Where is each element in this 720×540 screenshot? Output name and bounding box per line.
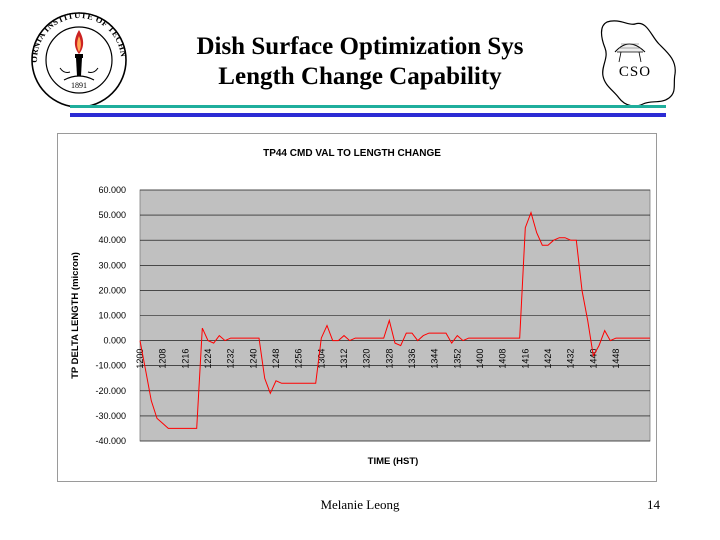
- x-tick-label: 1312: [339, 349, 349, 369]
- x-tick-label: 1200: [135, 349, 145, 369]
- x-tick-label: 1424: [543, 349, 553, 369]
- y-tick-label: -20.000: [95, 386, 126, 396]
- y-tick-label: 0.000: [103, 336, 126, 346]
- x-tick-label: 1320: [362, 349, 372, 369]
- chart-title: TP44 CMD VAL TO LENGTH CHANGE: [263, 148, 441, 159]
- slide-title: Dish Surface Optimization Sys Length Cha…: [150, 32, 570, 92]
- seal-year: 1891: [71, 81, 87, 90]
- x-tick-label: 1344: [430, 349, 440, 369]
- footer-author: Melanie Leong: [320, 497, 400, 512]
- chart-frame: TP44 CMD VAL TO LENGTH CHANGE 60.000 50.0…: [57, 133, 657, 482]
- x-tick-label: 1248: [271, 349, 281, 369]
- x-tick-label: 1208: [158, 349, 168, 369]
- x-tick-label: 1328: [384, 349, 394, 369]
- y-tick-label: -10.000: [95, 361, 126, 371]
- x-tick-label: 1440: [588, 349, 598, 369]
- y-axis-tick-labels: 60.000 50.000 40.000 30.000 20.000 10.000 0.00…: [95, 185, 126, 446]
- page-number: 14: [647, 497, 660, 512]
- x-tick-label: 1416: [520, 349, 530, 369]
- x-axis-tick-labels: 1200 1208 1216 1224 1232 1240 1248 1256 1304 1312…: [135, 349, 621, 369]
- x-tick-label: 1352: [452, 349, 462, 369]
- x-tick-label: 1256: [294, 349, 304, 369]
- y-tick-label: -40.000: [95, 436, 126, 446]
- x-tick-label: 1432: [566, 349, 576, 369]
- x-tick-label: 1224: [203, 349, 213, 369]
- x-tick-label: 1232: [226, 349, 236, 369]
- cso-text: CSO: [619, 64, 651, 80]
- title-line-2: Length Change Capability: [218, 63, 502, 90]
- y-tick-label: 50.000: [98, 210, 126, 220]
- x-tick-label: 1304: [316, 349, 326, 369]
- y-tick-label: 10.000: [98, 311, 126, 321]
- x-tick-label: 1408: [498, 349, 508, 369]
- caltech-seal-icon: CALIFORNIA INSTITUTE OF TECHNOLOGY 1891: [20, 8, 129, 108]
- x-tick-label: 1448: [611, 349, 621, 369]
- y-tick-label: 60.000: [98, 185, 126, 195]
- x-tick-label: 1336: [407, 349, 417, 369]
- title-rule-blue: [70, 113, 666, 117]
- y-tick-label: 20.000: [98, 285, 126, 295]
- cso-island-logo-icon: CSO: [600, 20, 676, 107]
- y-tick-label: 30.000: [98, 260, 126, 270]
- y-tick-label: 40.000: [98, 235, 126, 245]
- x-tick-label: 1240: [248, 349, 258, 369]
- title-rule-teal: [70, 105, 666, 108]
- grid-lines: [140, 189, 650, 442]
- y-axis-label: TP DELTA LENGTH (micron): [70, 252, 81, 379]
- title-line-1: Dish Surface Optimization Sys: [196, 33, 524, 60]
- length-change-chart: TP44 CMD VAL TO LENGTH CHANGE 60.000 50.0…: [70, 148, 651, 467]
- x-axis-label: TIME (HST): [368, 456, 419, 467]
- series-line: [139, 211, 650, 429]
- y-tick-label: -30.000: [95, 411, 126, 421]
- x-tick-label: 1216: [180, 349, 190, 369]
- x-tick-label: 1400: [475, 349, 485, 369]
